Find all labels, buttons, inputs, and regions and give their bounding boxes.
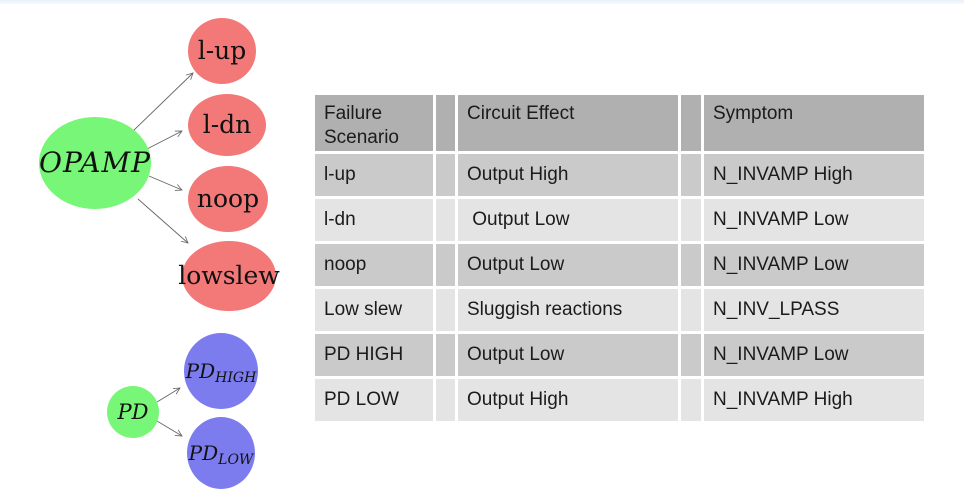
cell-symptom: N_INVAMP Low — [704, 334, 924, 376]
edge-opamp-lup — [132, 73, 193, 132]
failure-node-l-up-label: l-up — [198, 36, 247, 65]
cell-scenario: PD LOW — [315, 379, 433, 421]
cell-scenario: PD HIGH — [315, 334, 433, 376]
spacer-cell — [681, 289, 701, 331]
pd-node — [107, 386, 159, 438]
failure-table: Failure Scenario Circuit Effect Symptom … — [315, 95, 924, 421]
edge-pd-pdhigh — [156, 388, 180, 403]
spacer-cell — [681, 244, 701, 286]
spacer-cell — [436, 379, 455, 421]
opamp-node — [39, 117, 151, 209]
header-cell-circuit-effect: Circuit Effect — [458, 95, 678, 151]
header-spacer-2 — [681, 95, 701, 151]
pd-low-node-label: PDLOW — [188, 441, 255, 468]
top-accent-strip — [0, 0, 964, 4]
pd-node-label: PD — [117, 400, 149, 424]
spacer-cell — [681, 379, 701, 421]
edge-pd-pdlow — [156, 420, 182, 436]
spacer-cell — [436, 334, 455, 376]
pd-high-node-label: PDHIGH — [185, 359, 257, 386]
failure-node-noop — [188, 166, 268, 232]
fault-tree-diagram: OPAMP l-up l-dn noop lowslew PD PDHIGH P… — [39, 18, 280, 489]
pd-low-node — [187, 417, 255, 489]
header-spacer-1 — [436, 95, 455, 151]
header-cell-failure-scenario: Failure Scenario — [315, 95, 433, 151]
spacer-cell — [681, 199, 701, 241]
cell-circuit-effect: Sluggish reactions — [458, 289, 678, 331]
cell-symptom: N_INVAMP High — [704, 379, 924, 421]
cell-symptom: N_INVAMP High — [704, 154, 924, 196]
cell-symptom: N_INVAMP Low — [704, 244, 924, 286]
cell-circuit-effect: Output High — [458, 379, 678, 421]
failure-node-noop-label: noop — [197, 184, 259, 213]
cell-scenario: noop — [315, 244, 433, 286]
failure-node-l-dn — [188, 94, 266, 156]
cell-circuit-effect: Output Low — [458, 334, 678, 376]
cell-symptom: N_INVAMP Low — [704, 199, 924, 241]
edge-opamp-lowslew — [137, 198, 188, 243]
opamp-node-label: OPAMP — [39, 146, 151, 179]
cell-scenario: l-dn — [315, 199, 433, 241]
spacer-cell — [681, 154, 701, 196]
cell-circuit-effect: Output Low — [458, 244, 678, 286]
cell-symptom: N_INV_LPASS — [704, 289, 924, 331]
spacer-cell — [436, 199, 455, 241]
diagram-edges — [132, 73, 193, 436]
failure-node-lowslew — [182, 241, 276, 311]
cell-scenario: Low slew — [315, 289, 433, 331]
cell-circuit-effect: Output High — [458, 154, 678, 196]
failure-node-l-up — [188, 18, 256, 84]
spacer-cell — [436, 244, 455, 286]
edge-opamp-ldn — [146, 131, 182, 150]
header-cell-symptom: Symptom — [704, 95, 924, 151]
spacer-cell — [436, 154, 455, 196]
pd-high-node — [184, 333, 258, 409]
cell-circuit-effect: Output Low — [458, 199, 678, 241]
failure-node-lowslew-label: lowslew — [178, 261, 280, 290]
spacer-cell — [436, 289, 455, 331]
failure-node-l-dn-label: l-dn — [203, 110, 252, 139]
edge-opamp-noop — [148, 175, 182, 190]
cell-scenario: l-up — [315, 154, 433, 196]
spacer-cell — [681, 334, 701, 376]
